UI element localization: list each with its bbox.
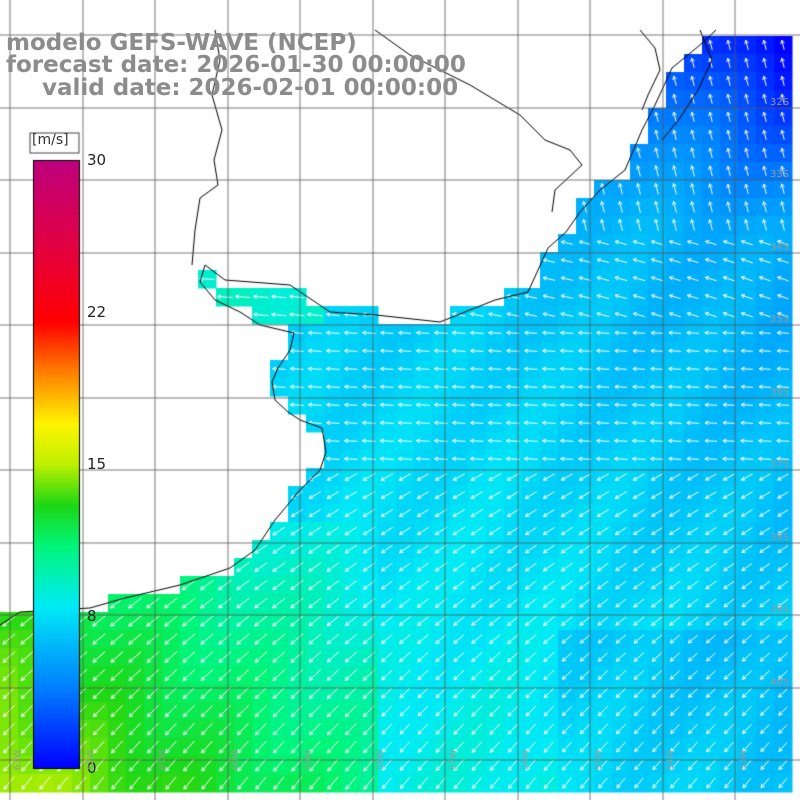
lat-label-32s: 32S (770, 97, 790, 108)
lon-label-53w: 53W (739, 749, 749, 770)
colorbar-tick-15: 15 (87, 455, 107, 473)
lat-label-37s: 37S (770, 459, 790, 470)
lon-label-60w: 60W (231, 749, 241, 770)
colorbar-unit: [m/s] (32, 132, 69, 148)
lon-label-54w: 54W (666, 749, 676, 770)
lat-label-38s: 38S (770, 532, 790, 543)
colorbar-tick-8: 8 (87, 607, 97, 625)
model-title: modelo GEFS-WAVE (NCEP) (6, 30, 357, 56)
lon-label-61w: 61W (158, 749, 168, 770)
lat-label-33s: 33S (770, 169, 790, 180)
forecast-date: forecast date: 2026-01-30 00:00:00 (6, 52, 466, 78)
colorbar-tick-30: 30 (87, 151, 107, 169)
valid-date: valid date: 2026-02-01 00:00:00 (42, 75, 459, 101)
lon-label-59w: 59W (304, 749, 314, 770)
lat-label-34s: 34S (770, 242, 790, 253)
lat-label-35s: 35S (770, 314, 790, 325)
lon-label-55w: 55W (594, 749, 604, 770)
lat-label-36s: 36S (770, 387, 790, 398)
lon-label-57w: 57W (449, 749, 459, 770)
lon-label-62w: 62W (86, 749, 96, 770)
lon-label-58w: 58W (376, 749, 386, 770)
lon-label-56w: 56W (521, 749, 531, 770)
colorbar-tick-0: 0 (87, 759, 97, 777)
lat-label-39s: 39S (770, 604, 790, 615)
lon-label-63w: 63W (13, 749, 23, 770)
lat-label-40s: 40S (770, 677, 790, 688)
colorbar-tick-22: 22 (87, 303, 107, 321)
